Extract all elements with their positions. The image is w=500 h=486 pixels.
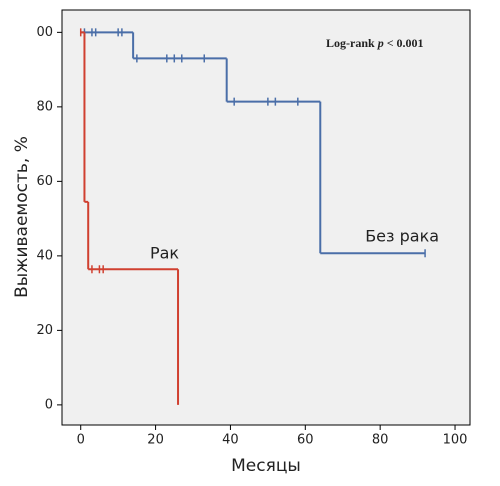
- x-tick-label: 80: [372, 433, 389, 448]
- y-tick-label: 40: [36, 248, 53, 263]
- y-tick-label: 00: [36, 25, 53, 40]
- annotation-part: Log-rank: [326, 36, 375, 50]
- y-tick-label: 80: [36, 99, 53, 114]
- annotation: Log-rank p < 0.001: [326, 36, 424, 50]
- y-axis-label: Выживаемость, %: [12, 136, 32, 298]
- x-tick-label: 100: [443, 433, 468, 448]
- annotation-part: < 0.001: [387, 36, 424, 50]
- y-tick-label: 60: [36, 174, 53, 189]
- plot-area: [61, 9, 471, 426]
- series-label: Рак: [150, 244, 179, 263]
- x-tick-label: 0: [77, 433, 85, 448]
- x-axis-label: Месяцы: [231, 456, 301, 476]
- x-tick-label: 20: [147, 433, 164, 448]
- x-tick-label: 40: [222, 433, 239, 448]
- annotation-part: p: [377, 36, 384, 50]
- y-tick-label: 0: [45, 397, 53, 412]
- series-label: Без рака: [365, 227, 439, 246]
- x-tick-label: 60: [297, 433, 314, 448]
- y-tick-label: 20: [36, 323, 53, 338]
